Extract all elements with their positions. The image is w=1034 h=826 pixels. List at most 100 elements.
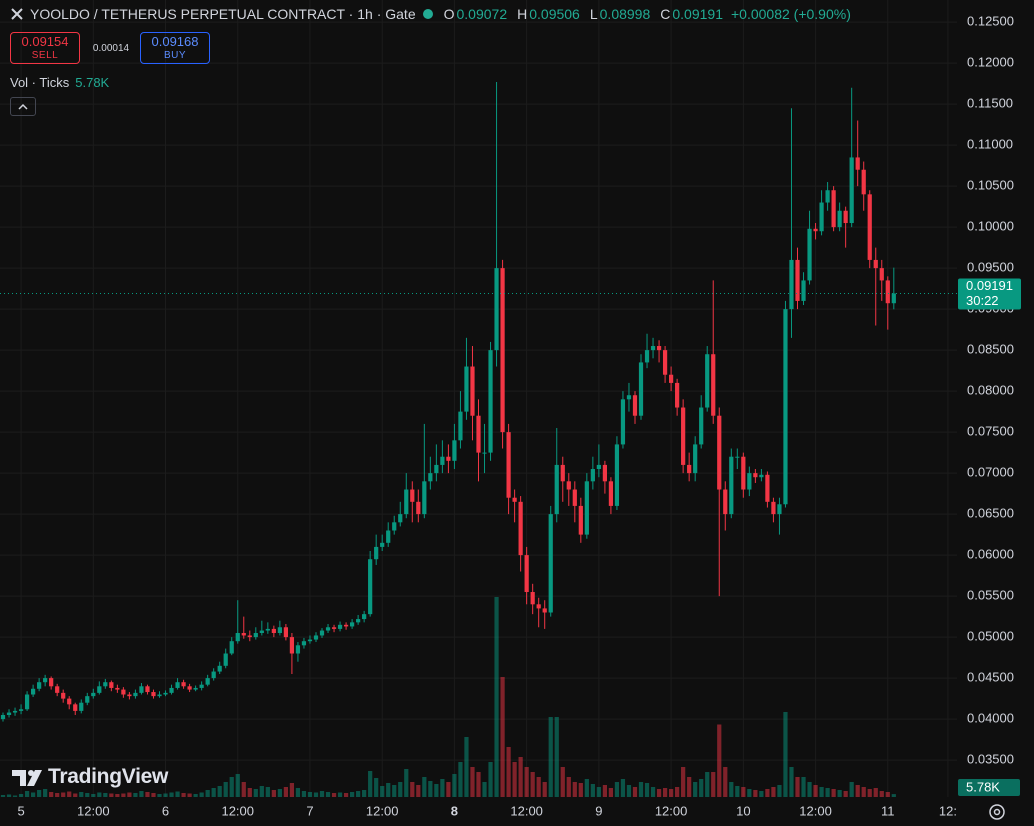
volume-bar [452,774,457,797]
volume-bar [753,790,758,797]
volume-bar [410,782,415,797]
candle-body [337,624,343,629]
time-axis-panel [0,797,957,826]
candle-body [115,687,120,690]
y-tick-label: 0.03500 [967,752,1014,767]
buy-button[interactable]: 0.09168 BUY [140,32,210,64]
settings-icon[interactable] [989,804,1005,820]
volume-bar [741,787,746,797]
volume-bar [879,791,884,797]
volume-bar [97,792,102,797]
candle-body [61,692,66,699]
candle-body [614,444,620,506]
volume-bar [265,787,270,797]
close-label: C [660,6,671,22]
candle-body [109,682,114,688]
volume-bar [446,782,451,797]
candle-body [819,202,824,232]
candle-body [235,633,240,642]
candle-body [831,190,836,228]
candle-body [855,157,860,170]
y-tick-label: 0.12000 [967,55,1014,70]
candle-body [392,522,397,531]
volume-bar [24,791,30,797]
x-tick-label: 10 [736,803,750,818]
volume-bar [73,793,78,797]
candle-body [271,628,276,634]
volume-bar [650,787,656,797]
candle-body [693,444,698,474]
volume-bar [855,785,860,797]
volume-bar [12,795,18,797]
volume-value-label: 5.78K [966,779,1000,794]
volume-bar [313,792,319,797]
candle-body [91,692,96,697]
candle-body [301,641,307,646]
collapse-button[interactable] [10,97,36,116]
volume-bar [681,767,686,797]
candle-body [542,608,547,613]
candle-body [626,395,632,400]
candle-body [175,682,180,688]
volume-bar [398,782,403,797]
candle-body [650,346,656,351]
candle-body [253,633,258,638]
sell-button[interactable]: 0.09154 SELL [10,32,80,64]
volume-bar [795,777,800,797]
tradingview-logo [12,770,42,786]
volume-bar [777,785,782,797]
open-value: 0.09072 [456,6,508,22]
volume-bar [217,786,222,797]
volume-bar [30,792,36,797]
symbol-title: YOOLDO / TETHERUS PERPETUAL CONTRACT · 1… [30,6,416,22]
volume-bar [596,787,601,797]
volume-bar [151,793,156,797]
x-tick-label: 7 [306,803,313,818]
candle-body [741,456,746,490]
volume-value: 5.78K [75,75,110,90]
volume-legend: Vol · Ticks 5.78K [10,75,109,90]
candle-body [843,210,848,224]
candle-body [867,194,872,260]
volume-bar [277,789,282,797]
candle-body [410,489,415,502]
candle-body [500,268,505,433]
candle-body [620,399,626,445]
volume-bar [416,785,421,797]
volume-bar [831,789,836,797]
y-tick-label: 0.05000 [967,629,1014,644]
x-tick-label: 11 [881,803,895,818]
candle-body [241,633,246,636]
volume-bar [18,794,24,797]
volume-bar [253,789,258,797]
candle-body [343,624,349,627]
candle-body [554,464,559,515]
candle-body [49,678,54,687]
candle-body [638,362,644,416]
volume-bar [548,717,553,797]
candle-body [380,542,385,547]
y-tick-label: 0.11000 [967,137,1013,152]
volume-bar [386,783,391,797]
volume-bar [578,783,583,797]
candle-body [368,559,373,615]
y-tick-label: 0.04500 [967,670,1014,685]
candle-body [596,464,601,470]
y-tick-label: 0.12500 [967,14,1014,29]
y-tick-label: 0.10000 [967,219,1014,234]
volume-bar [157,794,162,797]
volume-bar [632,787,638,797]
volume-bar [247,788,252,797]
y-tick-label: 0.08500 [967,342,1014,357]
symbol-icon [11,8,23,20]
volume-bar [356,791,361,797]
candle-body [325,627,331,631]
candle-body [711,354,716,416]
x-tick-label: 9 [595,803,602,818]
candle-body [121,689,126,695]
volume-bar [711,772,716,797]
volume-bar [843,791,848,797]
candle-body [452,440,457,461]
legend-bar: YOOLDO / TETHERUS PERPETUAL CONTRACT · 1… [10,6,851,22]
volume-bar [807,782,812,797]
